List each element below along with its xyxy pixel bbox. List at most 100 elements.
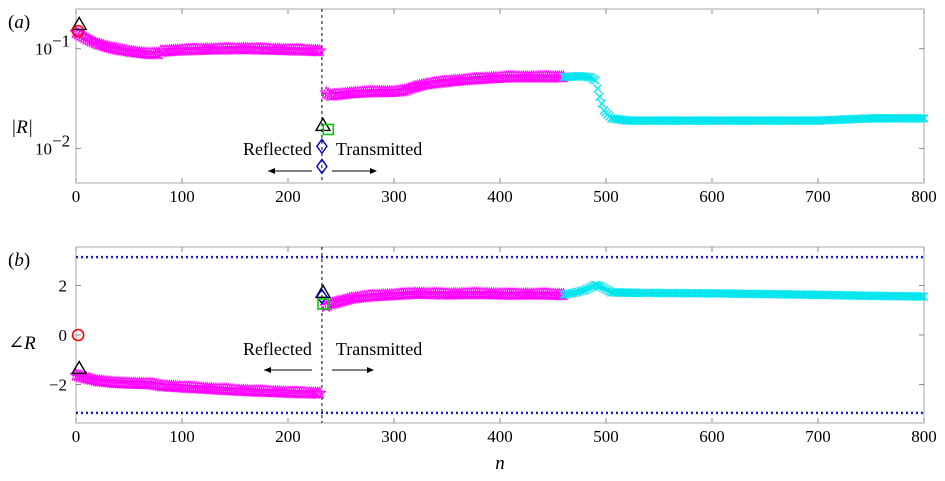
data-point (747, 116, 757, 126)
data-point (879, 113, 889, 123)
data-point (896, 291, 906, 301)
data-point (668, 288, 678, 298)
data-point (796, 290, 806, 300)
data-point (728, 116, 738, 126)
data-point (631, 116, 641, 126)
data-point (781, 116, 791, 126)
data-point (703, 116, 713, 126)
data-point (633, 288, 643, 298)
data-point (745, 116, 755, 126)
data-point (764, 116, 774, 126)
data-point (707, 288, 717, 298)
data-point (711, 288, 721, 298)
data-point (887, 291, 897, 301)
data-point (646, 116, 655, 126)
data-point (864, 291, 874, 301)
data-point (906, 291, 916, 301)
data-point (633, 116, 643, 126)
data-point (709, 116, 719, 126)
data-point (811, 290, 821, 300)
data-point (779, 116, 789, 126)
x-tick-label: 500 (593, 187, 619, 206)
data-point (770, 289, 780, 299)
data-point (672, 288, 682, 298)
data-point (673, 116, 683, 126)
data-point (885, 113, 895, 123)
data-point (768, 289, 778, 299)
data-point (919, 113, 929, 123)
axes-frame (75, 246, 925, 424)
data-point (687, 288, 697, 298)
data-point (771, 116, 781, 126)
data-point (635, 288, 645, 298)
x-tick-label: 400 (487, 427, 513, 446)
data-point (778, 289, 788, 299)
data-point (635, 116, 645, 126)
x-tick-label: 800 (911, 427, 937, 446)
data-point (805, 116, 814, 126)
data-point (790, 116, 800, 126)
arrow-right-head (367, 367, 374, 373)
data-point (889, 113, 899, 123)
data-point (677, 116, 687, 126)
data-point (752, 116, 761, 126)
data-point (319, 85, 334, 99)
data-point (724, 289, 734, 299)
data-point (758, 116, 768, 126)
data-point (783, 289, 793, 299)
data-point (657, 288, 667, 298)
data-point (741, 116, 751, 126)
data-point (700, 288, 710, 298)
data-point (692, 116, 702, 126)
data-point (707, 116, 717, 126)
y-axis-label: |R| (11, 117, 33, 138)
data-point (749, 116, 759, 126)
data-point (674, 288, 684, 298)
data-point (716, 116, 725, 126)
data-point (88, 35, 103, 49)
data-point (639, 116, 649, 126)
data-point (872, 113, 882, 123)
data-point (682, 116, 692, 126)
y-tick-label: 2 (59, 276, 68, 295)
data-point (703, 288, 713, 298)
data-point (642, 288, 651, 298)
data-point (631, 288, 641, 298)
data-point (870, 291, 880, 301)
marker-circle (71, 328, 85, 342)
data-point (694, 288, 704, 298)
data-point (336, 293, 351, 307)
data-point (688, 116, 698, 126)
data-point (870, 113, 880, 123)
data-point (644, 288, 654, 298)
data-point (915, 113, 925, 123)
data-point (655, 288, 665, 298)
series-magenta (69, 286, 571, 400)
data-point (885, 291, 895, 301)
data-point (652, 116, 662, 126)
data-point (598, 283, 608, 293)
data-point (711, 116, 721, 126)
data-point (327, 295, 342, 309)
data-point (913, 113, 923, 123)
arrow-right-head (370, 168, 377, 174)
x-tick-label: 100 (169, 427, 195, 446)
data-point (737, 116, 747, 126)
data-point (716, 289, 726, 298)
data-point (731, 289, 741, 299)
data-point (705, 116, 715, 126)
data-point (681, 288, 691, 298)
data-point (913, 292, 923, 301)
data-point (699, 116, 708, 126)
annotation-reflected: Reflected (243, 139, 312, 159)
marker-triangle (314, 283, 332, 299)
data-point (718, 116, 728, 126)
data-point (900, 113, 910, 123)
data-point (777, 116, 787, 126)
data-point (733, 289, 743, 299)
axes-frame (75, 8, 925, 184)
x-tick-label: 200 (275, 187, 301, 206)
marker-triangle (70, 360, 88, 375)
data-point (676, 288, 686, 298)
